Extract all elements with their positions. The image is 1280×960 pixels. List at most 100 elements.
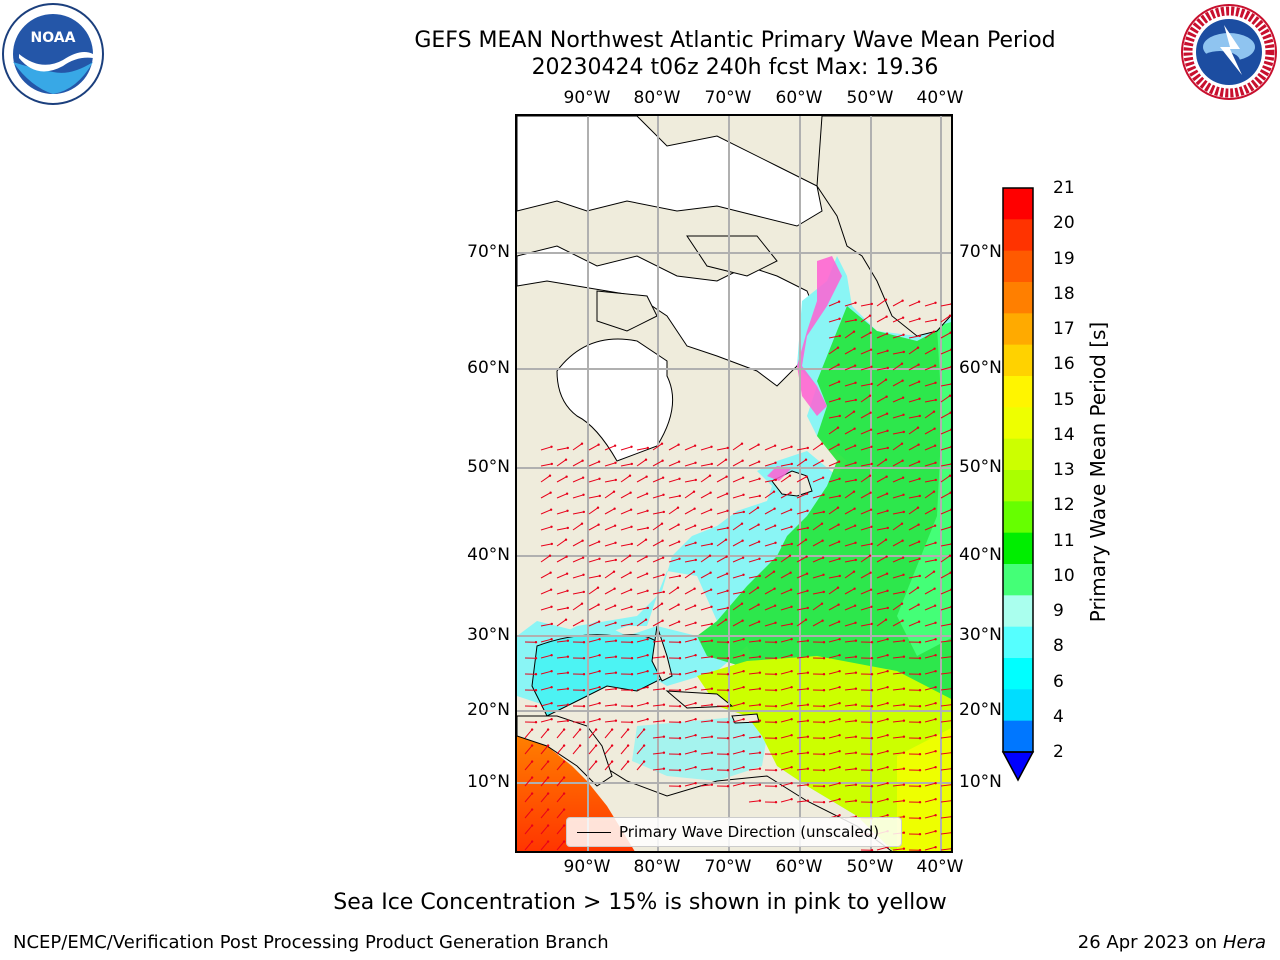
wave-arrow-head [774,558,777,562]
wave-arrow [748,800,760,803]
wave-arrow [844,428,855,435]
wave-arrow-head [918,317,921,320]
wave-arrow-head [934,654,937,657]
wave-arrow-head [597,443,600,446]
wave-arrow [604,588,615,595]
lon-label-top: 60°W [775,88,823,108]
wave-arrow-head [610,744,614,747]
lat-label-left: 10°N [467,772,510,792]
wave-arrow-head [934,782,937,785]
wave-arrow-head [740,602,744,605]
wave-arrow-head [916,346,920,349]
wave-arrow-head [742,734,745,737]
wave-arrow [524,841,533,851]
wave-arrow [540,809,549,819]
wave-arrow-head [596,586,600,589]
wave-arrow [924,319,936,323]
wave-arrow-head [918,753,922,756]
wave-arrow-head [886,750,889,753]
wave-arrow-head [886,654,889,657]
wave-arrow [940,800,951,803]
wave-arrow [876,556,887,563]
wave-arrow-head [550,622,553,626]
wave-arrow-head [726,705,730,708]
wave-arrow [924,750,936,755]
wave-arrow-head [838,557,841,560]
wave-arrow-head [676,586,680,589]
wave-arrow [604,640,616,643]
wave-arrow-head [774,753,778,756]
wave-arrow [652,704,664,707]
wave-arrow [732,670,744,675]
wave-arrow [876,718,888,723]
wave-arrow [732,443,743,451]
wave-arrow-head [934,718,937,721]
wave-arrow [588,575,600,579]
colorbar-block [1003,250,1033,283]
wave-arrow-head [901,316,905,319]
wave-arrow [764,542,776,547]
wave-arrow [732,702,744,707]
wave-arrow-head [870,462,873,466]
wave-arrow-head [870,801,874,804]
wave-arrow-head [530,728,534,731]
wave-arrow-head [613,587,616,590]
wave-arrow-head [550,542,553,546]
wave-arrow-head [582,705,586,708]
wave-arrow [588,478,600,483]
wave-arrow-head [774,541,777,544]
wave-arrow-head [562,744,566,747]
wave-arrow-head [917,300,921,303]
wave-arrow-head [902,687,906,690]
wave-arrow-head [758,574,761,578]
wave-arrow [940,446,951,451]
wave-arrow [892,511,904,515]
wave-arrow-head [629,491,632,494]
wave-arrow-head [646,526,649,530]
wave-arrow-head [933,427,936,430]
wave-arrow [524,761,533,771]
wave-arrow [620,526,632,531]
wave-arrow-head [933,524,937,527]
wave-arrow-head [806,687,810,690]
wave-arrow-head [710,542,713,546]
wave-arrow-head [790,702,793,705]
wave-arrow [844,411,855,419]
wave-arrow [796,476,807,483]
wave-arrow-head [902,350,905,354]
wave-arrow-head [645,475,648,478]
wave-arrow-head [757,603,760,606]
wave-arrow-head [838,477,841,480]
wave-arrow [828,670,840,675]
wave-arrow-head [774,785,778,788]
wave-arrow [540,745,549,755]
wave-arrow-head [757,523,760,526]
wave-arrow [940,784,951,787]
wave-arrow [668,507,679,515]
wave-arrow-head [934,830,937,833]
wave-arrow-head [710,687,714,690]
wave-arrow [556,556,567,563]
wave-arrow-head [918,557,921,560]
wave-arrow-head [949,428,951,431]
wave-arrow-head [758,557,761,560]
wave-arrow-head [950,671,951,674]
colorbar-tick-label: 13 [1053,460,1075,480]
wave-arrow [940,429,951,435]
wave-arrow [876,333,888,339]
wave-arrow [620,761,629,771]
wave-arrow [700,446,712,451]
wave-arrow [780,750,792,755]
wave-arrow-head [662,735,666,738]
wave-arrow-head [694,478,697,482]
wave-arrow-head [758,494,761,498]
wave-arrow [556,539,567,547]
wave-arrow [844,622,856,627]
wave-arrow-head [918,737,922,740]
wave-arrow [620,589,632,595]
wave-arrow-head [549,508,553,511]
wave-arrow-head [870,445,873,448]
wave-arrow [796,447,808,451]
wave-arrow-head [742,782,745,785]
wave-arrow [684,622,696,627]
